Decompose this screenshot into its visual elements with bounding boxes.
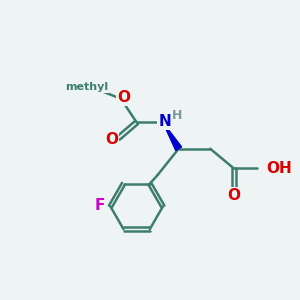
Text: O: O	[105, 132, 118, 147]
Text: H: H	[171, 110, 182, 122]
Text: O: O	[117, 90, 130, 105]
Text: O: O	[227, 188, 240, 203]
Text: F: F	[94, 198, 105, 213]
Polygon shape	[163, 122, 182, 150]
Text: N: N	[159, 114, 171, 129]
Text: methyl: methyl	[65, 82, 108, 92]
Text: OH: OH	[267, 161, 292, 176]
